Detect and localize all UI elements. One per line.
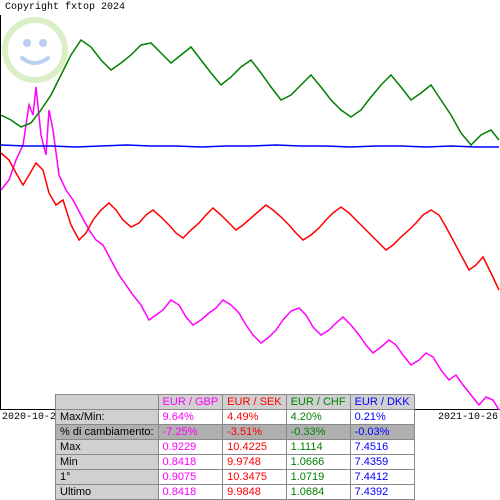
table-cell: 7.4516: [350, 440, 414, 455]
table-corner: [56, 395, 159, 410]
table-cell: 0.9075: [158, 470, 223, 485]
x-axis-end-label: 2021-10-26: [438, 412, 498, 423]
table-cell: 1.0719: [286, 470, 350, 485]
table-cell: 1.0666: [286, 455, 350, 470]
table-header: EUR / DKK: [350, 395, 414, 410]
table-cell: 9.9748: [223, 455, 286, 470]
table-header: EUR / GBP: [158, 395, 223, 410]
table-cell: 7.4359: [350, 455, 414, 470]
table-cell: 4.49%: [223, 410, 286, 425]
table-cell: 10.3475: [223, 470, 286, 485]
table-cell: 10.4225: [223, 440, 286, 455]
currency-data-table: EUR / GBPEUR / SEKEUR / CHFEUR / DKK Max/…: [55, 394, 415, 500]
series-eur-dkk: [1, 145, 499, 147]
table-cell: 1.1114: [286, 440, 350, 455]
table-cell: 0.8418: [158, 455, 223, 470]
series-eur-sek: [1, 153, 499, 290]
x-axis-start-label: 2020-10-26: [2, 412, 62, 423]
table-row-label: Max/Min:: [56, 410, 159, 425]
line-chart: [0, 15, 500, 410]
table-cell: -3.51%: [223, 425, 286, 440]
table-cell: 7.4412: [350, 470, 414, 485]
table-cell: -7.25%: [158, 425, 223, 440]
table-header: EUR / CHF: [286, 395, 350, 410]
table-cell: 9.9848: [223, 485, 286, 500]
table-row-label: Ultimo: [56, 485, 159, 500]
table-cell: 9.64%: [158, 410, 223, 425]
table-row-label: Max: [56, 440, 159, 455]
table-cell: 4.20%: [286, 410, 350, 425]
table-cell: -0.33%: [286, 425, 350, 440]
table-cell: 0.8418: [158, 485, 223, 500]
copyright-text: Copyright fxtop 2024: [5, 2, 125, 13]
table-cell: 0.21%: [350, 410, 414, 425]
table-row-label: % di cambiamento:: [56, 425, 159, 440]
table-cell: 7.4392: [350, 485, 414, 500]
table-row-label: Min: [56, 455, 159, 470]
table-row-label: 1°: [56, 470, 159, 485]
table-cell: 1.0684: [286, 485, 350, 500]
series-eur-gbp: [1, 87, 499, 410]
table-cell: 0.9229: [158, 440, 223, 455]
series-eur-chf: [1, 40, 499, 145]
table-header: EUR / SEK: [223, 395, 286, 410]
table-cell: -0.03%: [350, 425, 414, 440]
